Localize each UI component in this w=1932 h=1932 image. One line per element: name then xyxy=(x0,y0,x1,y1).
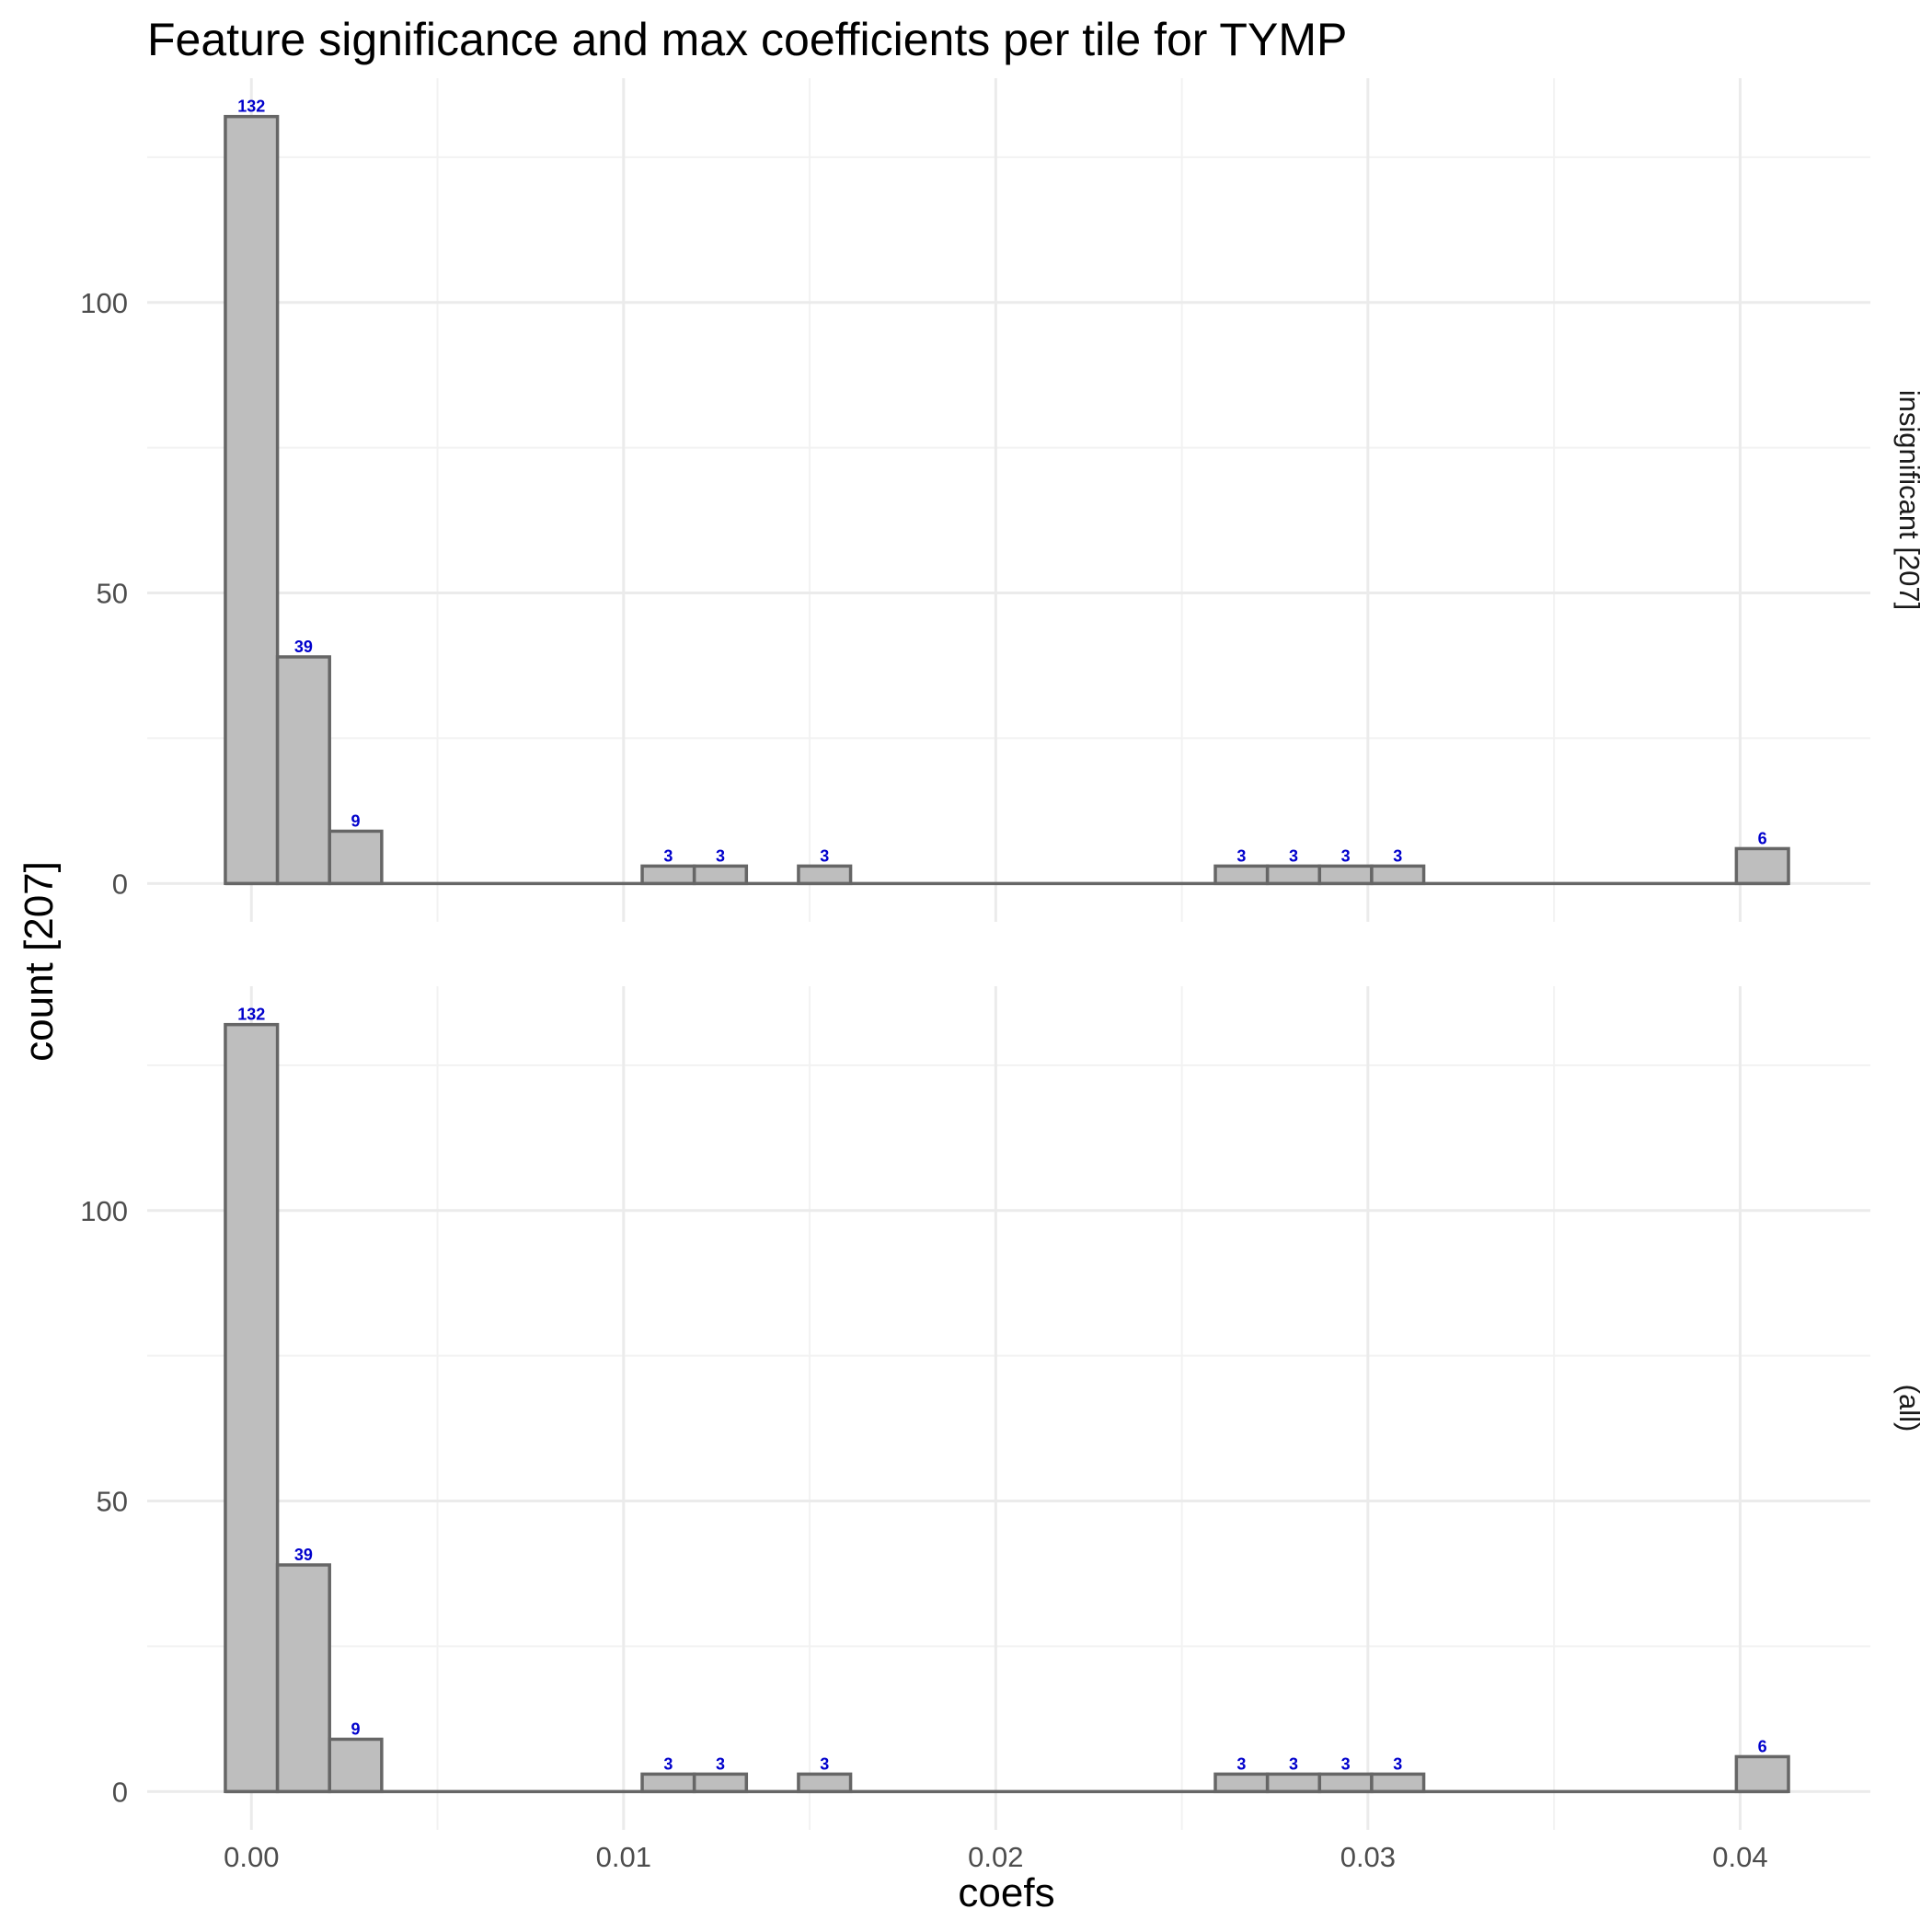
bar-count-label: 3 xyxy=(716,1754,725,1773)
histogram-bar xyxy=(1734,1754,1790,1794)
panel-strip-label: (all) xyxy=(1893,1385,1926,1432)
histogram-bar xyxy=(797,1772,853,1794)
y-axis-ticks: 0 50 100 xyxy=(80,287,128,901)
bar-count-label: 3 xyxy=(663,1754,673,1773)
panel-grid xyxy=(147,986,1870,1830)
y-axis-ticks: 0 50 100 xyxy=(80,1195,128,1809)
histogram-bar xyxy=(797,864,853,886)
panel-strip-label: insignificant [207] xyxy=(1893,390,1926,611)
y-tick-label: 0 xyxy=(112,868,128,900)
bar-count-label: 3 xyxy=(1341,846,1351,865)
histogram-bar xyxy=(1213,864,1270,886)
bar-count-label: 6 xyxy=(1758,829,1767,847)
bar-count-label: 3 xyxy=(1236,846,1246,865)
chart-title: Feature significance and max coefficient… xyxy=(147,14,1347,65)
y-tick-label: 50 xyxy=(97,1486,128,1518)
bar-count-label: 132 xyxy=(237,98,265,116)
x-axis-title: coefs xyxy=(958,1870,1054,1915)
bar-count-label: 6 xyxy=(1758,1737,1767,1755)
histogram-bar xyxy=(328,829,384,886)
bar-count-label: 3 xyxy=(1289,846,1298,865)
x-tick-label: 0.02 xyxy=(968,1841,1023,1873)
histogram-bar xyxy=(692,1772,749,1794)
histogram-bar xyxy=(1734,846,1790,886)
histogram-bars xyxy=(224,114,1790,886)
bar-count-label: 3 xyxy=(1393,1754,1402,1773)
histogram-bar xyxy=(1265,1772,1322,1794)
y-tick-label: 0 xyxy=(112,1776,128,1808)
x-tick-label: 0.00 xyxy=(224,1841,279,1873)
histogram-bar xyxy=(640,1772,696,1794)
histogram-bar xyxy=(1317,864,1374,886)
histogram-bar xyxy=(275,655,331,886)
bar-count-label: 3 xyxy=(820,846,829,865)
bar-count-label: 39 xyxy=(294,638,313,656)
bar-count-label: 3 xyxy=(1289,1754,1298,1773)
histogram-bar xyxy=(1370,864,1426,886)
histogram-bar xyxy=(224,114,280,886)
bar-count-label: 3 xyxy=(716,846,725,865)
panel-all: 0 50 100 132 39 9 3 3 3 3 3 3 3 6 (all) xyxy=(80,986,1926,1830)
y-tick-label: 100 xyxy=(80,1195,128,1227)
bar-count-labels: 132 39 9 3 3 3 3 3 3 3 6 xyxy=(237,1006,1766,1774)
bar-count-label: 3 xyxy=(1236,1754,1246,1773)
bar-count-labels: 132 39 9 3 3 3 3 3 3 3 6 xyxy=(237,98,1766,866)
bar-count-label: 3 xyxy=(663,846,673,865)
bar-count-label: 3 xyxy=(1341,1754,1351,1773)
histogram-bar xyxy=(275,1563,331,1794)
panel-insignificant: 0 50 100 132 39 9 3 3 3 3 3 3 3 6 insignificant [207… xyxy=(80,78,1926,922)
histogram-bar xyxy=(640,864,696,886)
bar-count-label: 3 xyxy=(820,1754,829,1773)
bar-count-label: 132 xyxy=(237,1006,265,1024)
x-tick-label: 0.03 xyxy=(1340,1841,1396,1873)
histogram-bars xyxy=(224,1022,1790,1794)
histogram-bar xyxy=(1317,1772,1374,1794)
histogram-bar xyxy=(692,864,749,886)
x-tick-label: 0.04 xyxy=(1712,1841,1767,1873)
bar-count-label: 39 xyxy=(294,1546,313,1564)
x-axis-ticks: 0.00 0.01 0.02 0.03 0.04 xyxy=(224,1841,1767,1873)
histogram-bar xyxy=(224,1022,280,1794)
bar-count-label: 3 xyxy=(1393,846,1402,865)
y-axis-title: count [207] xyxy=(17,861,62,1062)
bar-count-label: 9 xyxy=(351,1719,361,1738)
bar-count-label: 9 xyxy=(351,811,361,830)
histogram-bar xyxy=(1370,1772,1426,1794)
y-tick-label: 50 xyxy=(97,578,128,610)
panel-grid xyxy=(147,78,1870,922)
x-tick-label: 0.01 xyxy=(596,1841,651,1873)
y-tick-label: 100 xyxy=(80,287,128,319)
histogram-bar xyxy=(1213,1772,1270,1794)
histogram-bar xyxy=(328,1737,384,1794)
histogram-bar xyxy=(1265,864,1322,886)
